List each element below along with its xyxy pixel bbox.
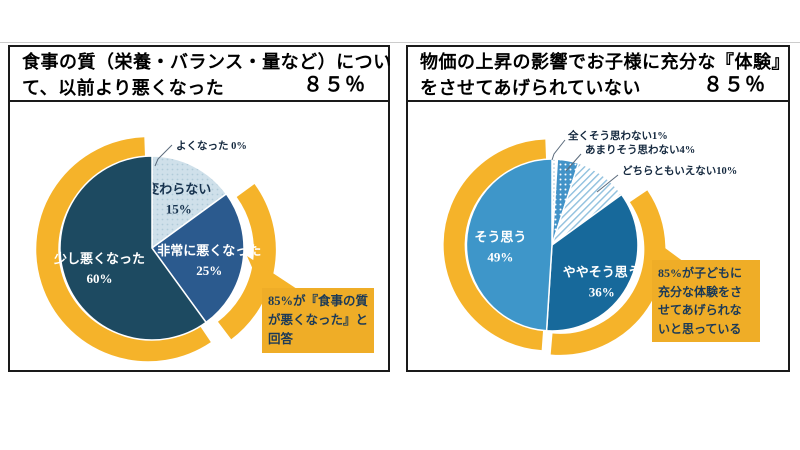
highlight-arc xyxy=(550,190,666,355)
chart-title-line2: をさせてあげられていない xyxy=(420,78,641,98)
slice-label-value: 25% xyxy=(196,263,222,278)
highlight-arc xyxy=(217,184,276,340)
leader-line xyxy=(551,139,566,161)
slice-label: 少し悪くなった 60% xyxy=(53,251,145,286)
callout-pointer xyxy=(247,256,297,290)
chart-title-box: 食事の質（栄養・バランス・量など）につい て、以前より悪くなった ８５％ xyxy=(8,45,392,102)
slice-label-name: そう思う xyxy=(474,229,526,244)
slice-label: 非常に悪くなった 25% xyxy=(157,243,261,278)
callout-pointer xyxy=(646,234,684,262)
pie-slice xyxy=(151,193,245,324)
outside-label: どちらともいえない10% xyxy=(622,164,737,177)
highlight-arc xyxy=(36,137,211,362)
top-divider xyxy=(0,42,800,43)
chart-title-line1: 物価の上昇の影響でお子様に充分な『体験』 xyxy=(420,52,790,72)
highlight-arc xyxy=(443,139,547,351)
leader-line xyxy=(154,144,173,167)
pie-slice xyxy=(59,155,207,341)
survey-panel-food-quality: 食事の質（栄養・バランス・量など）につい て、以前より悪くなった ８５％ 変わら… xyxy=(8,45,392,372)
slice-label-name: 少し悪くなった xyxy=(53,251,145,266)
chart-area: ややそう思う 36% そう思う 49% 全くそう思わない1% あまりそう思わない4% どちら… xyxy=(406,100,790,372)
leader-line xyxy=(596,174,619,193)
pie-chart-svg: 変わらない 15% 非常に悪くなった 25% 少し悪くなった 60% よくなった 0% xyxy=(36,137,297,362)
outside-label: あまりそう思わない4% xyxy=(585,143,695,156)
slice-label: ややそう思う 36% xyxy=(563,264,641,299)
slice-label-value: 49% xyxy=(487,249,513,264)
leader-line xyxy=(565,153,582,172)
slice-label-name: ややそう思う xyxy=(563,264,641,279)
slice-label-name: 非常に悪くなった xyxy=(157,243,261,258)
outside-label: よくなった 0% xyxy=(176,140,247,152)
chart-area: 変わらない 15% 非常に悪くなった 25% 少し悪くなった 60% よくなった 0% 85… xyxy=(8,100,390,372)
outside-label: 全くそう思わない1% xyxy=(567,129,668,142)
callout-box: 85%が子どもに 充分な体験をさ せてあげられな いと思っている xyxy=(652,260,760,342)
pie-slice xyxy=(151,155,228,249)
slice-label-value: 36% xyxy=(589,284,615,299)
chart-title-line1: 食事の質（栄養・バランス・量など）につい xyxy=(22,52,392,72)
slice-label: そう思う 49% xyxy=(474,229,526,264)
chart-title-line2: て、以前より悪くなった xyxy=(22,78,225,98)
slice-label-value: 60% xyxy=(87,271,113,286)
slice-label: 変わらない 15% xyxy=(146,182,211,217)
chart-title-box: 物価の上昇の影響でお子様に充分な『体験』 をさせてあげられていない ８５％ xyxy=(406,45,790,102)
slice-label-value: 15% xyxy=(166,202,192,217)
chart-title-percent: ８５％ xyxy=(703,74,766,96)
pie-slice xyxy=(545,193,639,332)
pie-slice xyxy=(465,158,553,332)
pie-chart-svg: ややそう思う 36% そう思う 49% 全くそう思わない1%あまりそう思わない4% どちら… xyxy=(443,129,737,355)
slice-label-name: 変わらない xyxy=(146,182,211,197)
chart-title-percent: ８５％ xyxy=(303,74,366,96)
survey-panel-experiences: 物価の上昇の影響でお子様に充分な『体験』 をさせてあげられていない ８５％ やや… xyxy=(406,45,790,372)
callout-box: 85%が『食事の質 が悪くなった』と 回答 xyxy=(262,288,374,353)
